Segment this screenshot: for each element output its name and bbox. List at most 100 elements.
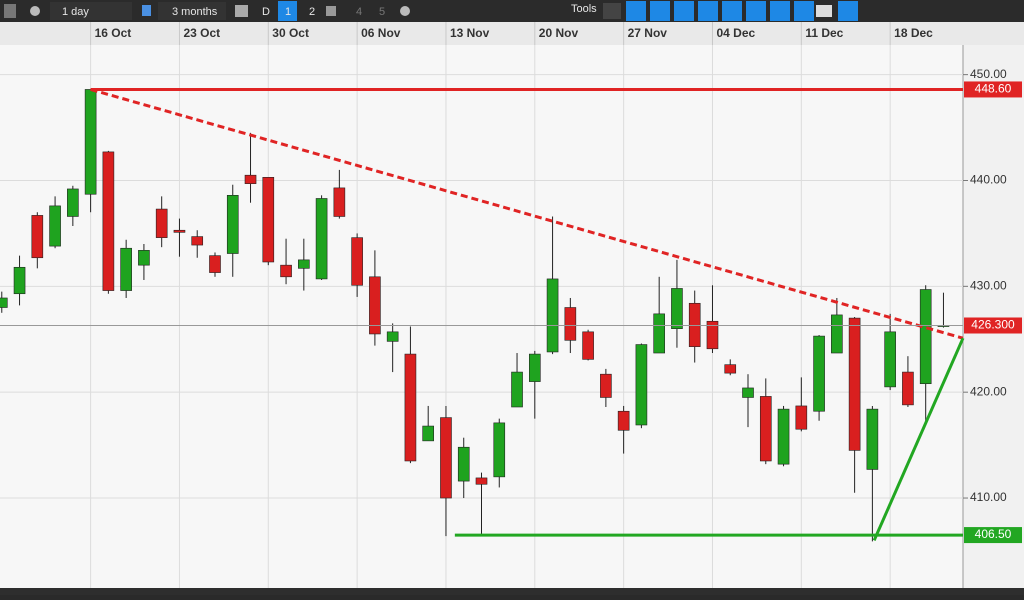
candle-body: [742, 387, 754, 398]
candle-body: [884, 331, 896, 388]
candle-body: [369, 276, 381, 335]
view-button[interactable]: 1: [285, 6, 291, 18]
candle-body: [102, 151, 115, 291]
candle-body: [600, 373, 612, 398]
price-tag-label: 426.300: [971, 318, 1015, 332]
price-tag: [964, 317, 1022, 334]
tool-icons[interactable]: [603, 1, 858, 21]
y-tick-label: 410.00: [970, 490, 1007, 504]
x-tick-label: 30 Oct: [272, 26, 309, 40]
candle-body: [706, 320, 719, 350]
settings-icon[interactable]: [400, 6, 410, 16]
candle-body: [209, 255, 221, 273]
bottom-bar: [0, 588, 1024, 595]
candle-body: [813, 335, 825, 412]
tools-label: Tools: [571, 3, 597, 15]
candle-body: [511, 371, 523, 408]
price-tag: [964, 81, 1022, 98]
candle-body: [848, 317, 861, 451]
range-select[interactable]: [158, 2, 226, 20]
interval: 1 day: [62, 6, 89, 18]
candle-body: [315, 198, 328, 280]
candle-body: [564, 307, 577, 341]
candle-body: [724, 364, 737, 374]
x-tick-label: 18 Dec: [894, 26, 933, 40]
calendar-icon[interactable]: [235, 5, 248, 17]
candle-body: [13, 266, 26, 295]
price-tag-label: 406.50: [975, 527, 1012, 541]
candle-body: [635, 344, 648, 426]
y-tick-label: 450.00: [970, 67, 1007, 81]
interval-select[interactable]: [50, 2, 132, 20]
menu-icon[interactable]: [4, 4, 16, 18]
price-tag: [964, 527, 1022, 544]
candle-body: [902, 371, 914, 406]
candle-body: [333, 187, 346, 217]
candle-body: [617, 410, 630, 431]
x-tick-label: 11 Dec: [805, 26, 843, 40]
settings-icon[interactable]: [30, 6, 40, 16]
view-button[interactable]: 5: [379, 6, 385, 18]
candle-body: [759, 396, 772, 462]
toolbar: [0, 0, 1024, 22]
y-tick-label: 440.00: [970, 173, 1007, 187]
candle-body: [671, 288, 683, 329]
date-bar: [0, 22, 1024, 45]
candle-body: [688, 302, 701, 347]
x-tick-label: 13 Nov: [450, 26, 490, 40]
candle-body: [582, 331, 594, 360]
x-tick-label: 23 Oct: [183, 26, 220, 40]
price-axis: [963, 45, 1024, 588]
x-tick-label: 06 Nov: [361, 26, 401, 40]
view-button[interactable]: 2: [309, 6, 315, 18]
x-tick-label: 04 Dec: [716, 26, 755, 40]
y-tick-label: 420.00: [970, 384, 1007, 398]
view-button[interactable]: 4: [356, 6, 362, 18]
candle-body: [440, 417, 452, 499]
candle-body: [546, 278, 559, 353]
candle-body: [67, 188, 79, 217]
candle-body: [120, 247, 132, 291]
candle-body: [138, 250, 150, 266]
trend-line: [90, 88, 964, 340]
x-tick-label: 16 Oct: [95, 26, 132, 40]
view-button[interactable]: D: [262, 6, 270, 18]
candle-body: [528, 353, 541, 382]
candle-body: [866, 408, 879, 470]
candle-body: [191, 236, 204, 246]
candle-body: [386, 331, 399, 342]
lock-icon[interactable]: [142, 5, 151, 16]
candle-body: [155, 208, 168, 238]
candle-body: [777, 408, 790, 465]
candle-body: [475, 477, 488, 485]
candle-body: [31, 215, 44, 259]
candle-body: [457, 446, 470, 482]
candle-body: [84, 89, 97, 195]
x-tick-label: 27 Nov: [628, 26, 668, 40]
trend-line: [872, 337, 965, 541]
active-button[interactable]: [278, 1, 297, 21]
candle-body: [653, 313, 665, 354]
candle-body: [351, 237, 363, 286]
candle-body: [0, 297, 8, 308]
candle-body: [49, 205, 61, 247]
candle-body: [262, 177, 275, 263]
candle-body: [280, 264, 292, 278]
y-tick-label: 430.00: [970, 279, 1007, 293]
candle-body: [831, 314, 843, 354]
candle-body: [493, 422, 506, 478]
candle-body: [795, 405, 808, 430]
range: 3 months: [172, 6, 218, 18]
candle-body: [173, 229, 186, 233]
price-tag-label: 448.60: [975, 82, 1012, 96]
x-tick-label: 20 Nov: [539, 26, 579, 40]
candle-body: [919, 289, 932, 385]
layout-icon[interactable]: [326, 6, 336, 16]
candle-body: [226, 195, 239, 254]
candle-body: [404, 353, 417, 462]
candle-body: [298, 259, 310, 269]
candle-body: [244, 174, 257, 184]
candle-body: [422, 425, 435, 442]
